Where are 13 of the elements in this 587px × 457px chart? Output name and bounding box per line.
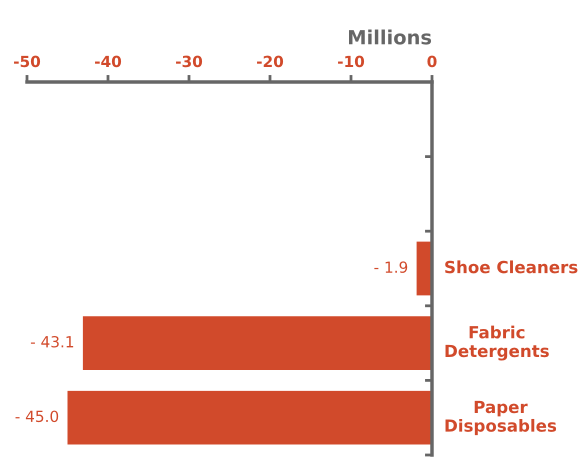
data-label: - 45.0	[16, 410, 58, 422]
y-tick-label: Fabric Detergents	[446, 326, 549, 361]
x-tick-label: 0	[427, 56, 437, 68]
y-tick-label: Shoe Cleaners	[445, 260, 578, 274]
data-label: - 43.1	[30, 336, 74, 348]
x-tick-label: -50	[14, 56, 40, 68]
x-tick-label: -40	[95, 56, 122, 68]
x-tick-label: -10	[338, 56, 364, 68]
x-axis-title: Millions	[349, 30, 432, 45]
x-tick-label: -20	[257, 56, 284, 68]
data-label: - 1.9	[374, 261, 408, 273]
y-tick-label: Paper Disposables	[446, 400, 556, 436]
x-tick-label: -30	[176, 56, 202, 68]
